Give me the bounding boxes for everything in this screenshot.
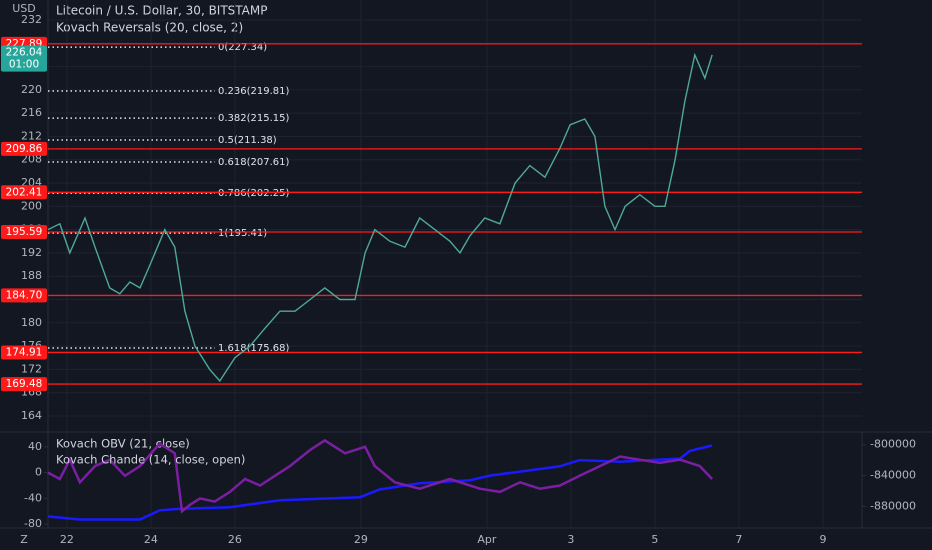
level-tag xyxy=(1,185,47,200)
fib-label: 0.786(202.25) xyxy=(218,188,290,199)
y-tick-label: 192 xyxy=(21,246,42,259)
x-tick-label: 7 xyxy=(735,533,742,546)
level-tag xyxy=(1,288,47,303)
y-tick-label: 200 xyxy=(21,199,42,212)
y-tick-label: 40 xyxy=(28,440,42,453)
line xyxy=(47,444,713,521)
x-tick-label: 24 xyxy=(144,533,158,546)
x-tick-label: 26 xyxy=(228,533,242,546)
level-tag xyxy=(1,141,47,156)
x-tick-label: 22 xyxy=(60,533,74,546)
y-tick-label: 172 xyxy=(21,362,42,375)
fib-label: 0.236(219.81) xyxy=(218,86,290,97)
price-label: 226.04 xyxy=(6,47,43,59)
y-tick-label: 216 xyxy=(21,106,42,119)
fib-label: 1.618(175.68) xyxy=(218,343,290,354)
level-label: 209.86 xyxy=(6,143,43,155)
y-tick-label: 180 xyxy=(21,316,42,329)
x-tick-label: 29 xyxy=(354,533,368,546)
legend-entry: Kovach Chande (14, close, open) xyxy=(56,453,245,467)
fib-label: 0.382(215.15) xyxy=(218,113,290,124)
fib-label: 1(195.41) xyxy=(218,228,267,239)
y-tick-label: 212 xyxy=(21,129,42,142)
y-tick-label: 208 xyxy=(21,153,42,166)
level-label: 184.70 xyxy=(6,289,43,301)
y-tick-label: -40 xyxy=(24,491,42,504)
y2-tick-label: -880000 xyxy=(870,499,916,512)
x-tick-label: Apr xyxy=(477,533,497,546)
level-tag xyxy=(1,225,47,240)
x-tick-label: 3 xyxy=(567,533,574,546)
countdown-label: 01:00 xyxy=(9,59,39,71)
line xyxy=(47,52,713,383)
fib-label: 0.5(211.38) xyxy=(218,135,277,146)
y-tick-label: 164 xyxy=(21,409,42,422)
y-tick-label: -80 xyxy=(24,517,42,530)
level-label: 202.41 xyxy=(6,186,43,198)
fib-label: 0(227.34) xyxy=(218,42,267,53)
level-tag xyxy=(1,345,47,360)
timezone-icon[interactable]: Z xyxy=(20,533,28,546)
y-tick-label: 220 xyxy=(21,83,42,96)
y-tick-label: 188 xyxy=(21,269,42,282)
chart-title: Litecoin / U.S. Dollar, 30, BITSTAMP xyxy=(56,4,267,18)
x-tick-label: 5 xyxy=(651,533,658,546)
y-axis-label: USD xyxy=(12,2,36,15)
line xyxy=(47,438,714,514)
level-label: 169.48 xyxy=(6,378,43,390)
y2-tick-label: -840000 xyxy=(870,469,916,482)
legend-entry: Kovach OBV (21, close) xyxy=(56,437,190,451)
level-tag xyxy=(1,377,47,392)
level-label: 195.59 xyxy=(6,226,43,238)
y-tick-label: 0 xyxy=(35,466,42,479)
indicator-name: Kovach Reversals (20, close, 2) xyxy=(56,21,243,35)
y2-tick-label: -800000 xyxy=(870,438,916,451)
x-tick-label: 9 xyxy=(819,533,826,546)
fib-label: 0.618(207.61) xyxy=(218,157,290,168)
y-tick-label: 232 xyxy=(21,13,42,26)
level-label: 174.91 xyxy=(6,346,43,358)
price-tag xyxy=(1,45,47,72)
